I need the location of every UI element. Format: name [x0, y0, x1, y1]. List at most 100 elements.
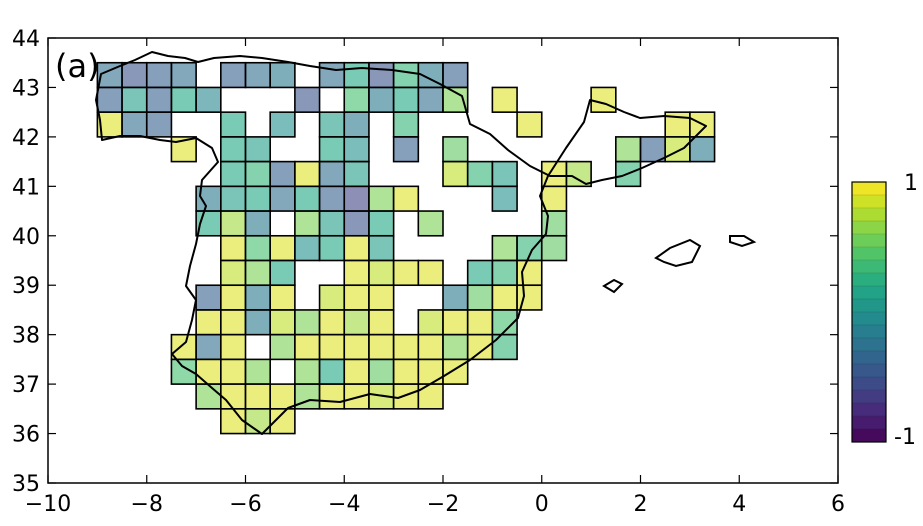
- grid-cell: [220, 259, 247, 287]
- grid-cell: [318, 333, 346, 361]
- grid-cell: [294, 86, 321, 113]
- grid-cell: [615, 136, 642, 163]
- grid-cell: [343, 111, 370, 138]
- colorbar-segment: [852, 325, 886, 339]
- y-tick-label: 38: [12, 324, 40, 349]
- grid-cell: [417, 86, 444, 113]
- grid-cell: [466, 284, 494, 311]
- grid-cell: [318, 111, 346, 138]
- grid-cell: [417, 259, 444, 287]
- grid-cell: [294, 160, 321, 188]
- grid-cell: [170, 333, 197, 361]
- colorbar-segment: [852, 208, 886, 222]
- y-tick-label: 39: [12, 274, 40, 299]
- grid-cell: [442, 358, 469, 385]
- colorbar-segment: [852, 377, 886, 391]
- x-tick-label: −6: [229, 492, 261, 517]
- grid-cell: [392, 185, 420, 212]
- grid-cell: [294, 333, 321, 361]
- grid-cell: [294, 210, 321, 237]
- grid-cell: [417, 309, 444, 336]
- grid-cell: [294, 358, 321, 385]
- colorbar-max-label: 1: [904, 171, 918, 196]
- grid-cell: [145, 86, 173, 113]
- grid-cell: [269, 185, 296, 212]
- grid-cell: [392, 383, 420, 410]
- grid-cell: [318, 61, 346, 89]
- colorbar: 1 -1: [851, 171, 918, 450]
- colorbar-segment: [852, 195, 886, 209]
- grid-cell: [491, 185, 518, 212]
- grid-cell: [417, 358, 444, 385]
- grid-cell: [392, 61, 420, 89]
- grid-cell: [220, 185, 247, 212]
- grid-cell: [121, 86, 148, 113]
- grid-cell: [195, 309, 222, 336]
- colorbar-segment: [852, 312, 886, 326]
- x-tick-label: −8: [131, 492, 163, 517]
- grid-cell: [368, 185, 395, 212]
- grid-cell: [220, 111, 247, 138]
- grid-cell: [491, 234, 518, 262]
- colorbar-segment: [852, 247, 886, 261]
- grid-cell: [664, 136, 691, 163]
- grid-cell: [343, 309, 370, 336]
- grid-cell: [220, 309, 247, 336]
- grid-cell: [220, 160, 247, 188]
- colorbar-segment: [852, 260, 886, 274]
- grid-cell: [491, 160, 518, 188]
- grid-cell: [318, 185, 346, 212]
- x-tick-label: 4: [732, 492, 746, 517]
- grid-cell: [195, 358, 222, 385]
- grid-cell: [96, 86, 123, 113]
- y-tick-label: 35: [12, 472, 40, 497]
- coastline-outline: [95, 51, 707, 435]
- grid-cell: [244, 358, 271, 385]
- y-tick-label: 37: [12, 373, 40, 398]
- grid-cell: [244, 284, 271, 311]
- grid-cell: [343, 333, 370, 361]
- grid-cell: [343, 86, 370, 113]
- grid-cell: [220, 408, 247, 435]
- ibiza-outline: [602, 278, 624, 294]
- grid-cell: [170, 61, 197, 89]
- y-tick-label: 44: [12, 27, 40, 52]
- grid-cell: [491, 333, 518, 361]
- y-tick-label: 43: [12, 76, 40, 101]
- grid-cell: [442, 136, 469, 163]
- colorbar-segment: [852, 234, 886, 248]
- grid-cell: [516, 259, 543, 287]
- grid-cell: [590, 86, 617, 113]
- grid-cell: [343, 185, 370, 212]
- grid-cell: [368, 358, 395, 385]
- grid-cell: [392, 86, 420, 113]
- grid-cell: [516, 111, 543, 138]
- grid-cell: [195, 284, 222, 311]
- grid-cell: [294, 309, 321, 336]
- grid-cell: [343, 383, 370, 410]
- grid-cell: [145, 111, 173, 138]
- grid-cell: [220, 136, 247, 163]
- x-tick-label: −10: [25, 492, 71, 517]
- grid-cell: [368, 333, 395, 361]
- grid-cell: [220, 383, 247, 410]
- grid-cell: [318, 284, 346, 311]
- grid-cell: [318, 136, 346, 163]
- grid-cell: [466, 309, 494, 336]
- grid-cell: [368, 234, 395, 262]
- grid-cell: [466, 259, 494, 287]
- grid-cell: [318, 160, 346, 188]
- colorbar-segment: [852, 338, 886, 352]
- panel-label: (a): [55, 47, 100, 85]
- grid-cell: [343, 259, 370, 287]
- grid-cell: [368, 309, 395, 336]
- y-tick-label: 36: [12, 423, 40, 448]
- grid-cell: [220, 358, 247, 385]
- colorbar-segment: [852, 286, 886, 300]
- grid-cell: [244, 136, 271, 163]
- grid-cell: [195, 333, 222, 361]
- grid-cell: [368, 210, 395, 237]
- grid-cell: [343, 358, 370, 385]
- grid-cell: [368, 61, 395, 89]
- grid-cell: [516, 284, 543, 311]
